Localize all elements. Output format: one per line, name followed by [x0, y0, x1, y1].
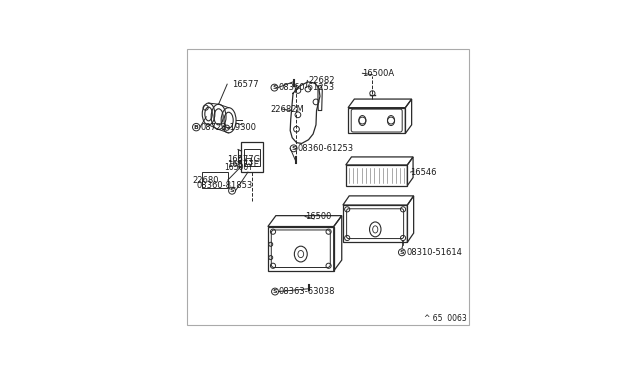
Text: S: S: [291, 146, 296, 151]
Text: 16500Y: 16500Y: [224, 163, 253, 172]
Bar: [268, 227, 333, 271]
Text: 16577: 16577: [232, 80, 259, 89]
Text: 08360-61253: 08360-61253: [298, 144, 353, 153]
Text: 16500A: 16500A: [362, 69, 394, 78]
Text: 16546: 16546: [410, 168, 437, 177]
Text: 08363-63038: 08363-63038: [279, 287, 335, 296]
Text: 08360-61253: 08360-61253: [279, 83, 335, 92]
Text: S: S: [399, 250, 404, 255]
Text: 22680: 22680: [192, 176, 218, 185]
Text: ^ 65  0063: ^ 65 0063: [424, 314, 467, 323]
Text: 22682M: 22682M: [271, 105, 305, 113]
Bar: [346, 165, 407, 186]
Text: 16577G: 16577G: [227, 155, 260, 164]
Bar: [244, 150, 260, 166]
Bar: [246, 158, 251, 164]
Bar: [348, 108, 405, 134]
Bar: [241, 142, 263, 172]
Text: 08723-19300: 08723-19300: [200, 123, 257, 132]
Bar: [202, 172, 228, 189]
Text: S: S: [272, 85, 276, 90]
Text: 08310-51614: 08310-51614: [406, 248, 462, 257]
Text: 16500: 16500: [305, 212, 332, 221]
Bar: [343, 205, 407, 242]
Text: B: B: [194, 125, 198, 129]
Text: S: S: [273, 289, 277, 294]
Text: 16577E: 16577E: [227, 160, 259, 169]
Text: S: S: [230, 188, 234, 193]
Text: 22682: 22682: [308, 76, 335, 85]
Text: 08360-81853: 08360-81853: [196, 181, 253, 190]
